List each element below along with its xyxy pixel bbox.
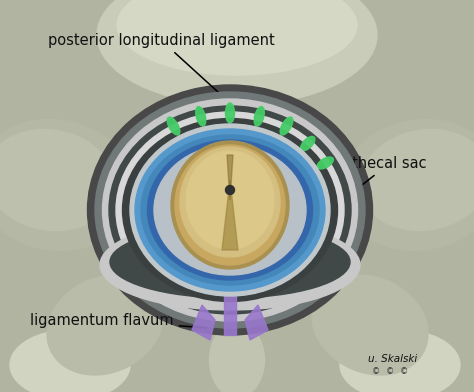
- Ellipse shape: [110, 226, 350, 298]
- Text: ©: ©: [386, 367, 394, 376]
- Ellipse shape: [312, 275, 428, 375]
- Ellipse shape: [280, 117, 293, 135]
- Ellipse shape: [282, 185, 298, 194]
- Ellipse shape: [290, 211, 306, 220]
- Ellipse shape: [172, 185, 188, 194]
- Text: thecal sac: thecal sac: [326, 156, 427, 213]
- Ellipse shape: [175, 145, 285, 265]
- Ellipse shape: [160, 236, 176, 245]
- Ellipse shape: [186, 151, 274, 249]
- Text: ©: ©: [400, 367, 408, 376]
- Polygon shape: [245, 305, 268, 340]
- Ellipse shape: [100, 220, 360, 310]
- Ellipse shape: [95, 92, 365, 328]
- Ellipse shape: [130, 124, 330, 296]
- Ellipse shape: [340, 120, 474, 250]
- Ellipse shape: [275, 261, 291, 270]
- Polygon shape: [227, 155, 233, 200]
- Ellipse shape: [317, 157, 333, 169]
- Polygon shape: [222, 180, 238, 250]
- Ellipse shape: [147, 140, 312, 280]
- Ellipse shape: [117, 0, 357, 75]
- Ellipse shape: [109, 106, 351, 314]
- Ellipse shape: [0, 120, 135, 250]
- Ellipse shape: [254, 107, 264, 126]
- Ellipse shape: [210, 323, 264, 392]
- Ellipse shape: [226, 103, 235, 123]
- Ellipse shape: [288, 236, 304, 245]
- Ellipse shape: [180, 147, 280, 257]
- Ellipse shape: [88, 85, 373, 335]
- Ellipse shape: [37, 257, 182, 383]
- Ellipse shape: [167, 117, 180, 135]
- Ellipse shape: [301, 136, 315, 151]
- Text: ligamentum flavum: ligamentum flavum: [30, 313, 207, 328]
- Ellipse shape: [196, 107, 206, 126]
- Ellipse shape: [0, 129, 115, 230]
- Text: ©: ©: [372, 367, 380, 376]
- Ellipse shape: [97, 0, 377, 105]
- Circle shape: [226, 185, 235, 194]
- Ellipse shape: [197, 305, 277, 392]
- Ellipse shape: [340, 330, 460, 392]
- Ellipse shape: [10, 330, 130, 392]
- Ellipse shape: [154, 145, 306, 275]
- Ellipse shape: [47, 275, 163, 375]
- Text: u. Skalski: u. Skalski: [368, 354, 417, 364]
- Ellipse shape: [135, 129, 325, 291]
- Ellipse shape: [116, 112, 344, 308]
- Polygon shape: [192, 305, 215, 340]
- Text: posterior longitudinal ligament: posterior longitudinal ligament: [48, 33, 275, 110]
- Ellipse shape: [162, 211, 178, 220]
- Polygon shape: [224, 295, 236, 335]
- Ellipse shape: [102, 99, 357, 321]
- Ellipse shape: [122, 118, 337, 301]
- Ellipse shape: [177, 261, 193, 270]
- Ellipse shape: [171, 141, 289, 269]
- Ellipse shape: [292, 257, 438, 383]
- Ellipse shape: [360, 129, 474, 230]
- Ellipse shape: [141, 135, 319, 285]
